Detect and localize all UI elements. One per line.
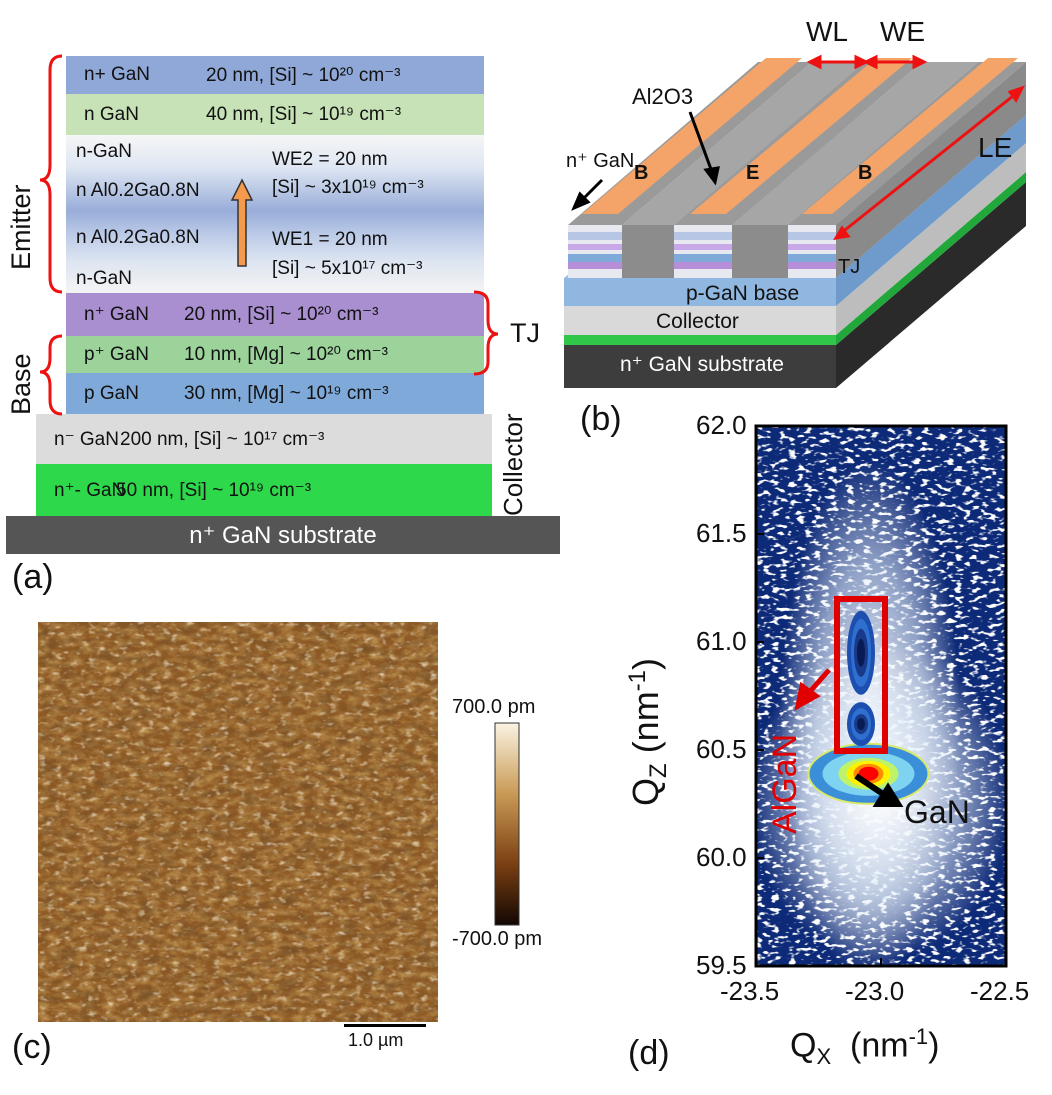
layer-spec: 30 nm, [Mg] ~ 10¹⁹ cm⁻³ — [184, 383, 389, 404]
layer-spec: 10 nm, [Mg] ~ 10²⁰ cm⁻³ — [184, 344, 389, 365]
we1-label: WE1 = 20 nm — [272, 229, 388, 250]
mesa-right — [788, 58, 1026, 278]
y-tick-label: 62.0 — [696, 410, 747, 440]
x-tick-label: -23.0 — [845, 976, 905, 1006]
tj-label-b: TJ — [838, 256, 861, 278]
algan-box — [834, 596, 888, 754]
layer-1: n GaN 40 nm, [Si] ~ 10¹⁹ cm⁻³ — [66, 94, 484, 135]
emitter-label: Emitter — [6, 184, 36, 270]
peak-algan-2 — [847, 702, 875, 747]
layer-spec: 40 nm, [Si] ~ 10¹⁹ cm⁻³ — [206, 104, 402, 125]
graded-algan1-label: n Al0.2Ga0.8N — [76, 227, 200, 249]
x-tick-label: -23.5 — [720, 976, 780, 1006]
we2-label: WE2 = 20 nm — [272, 149, 388, 170]
collector-label: Collector — [498, 413, 528, 516]
layer-name: n GaN — [84, 103, 139, 125]
pad-e: E — [746, 162, 760, 184]
layer-spec: 200 nm, [Si] ~ 10¹⁷ cm⁻³ — [120, 428, 325, 450]
substrate-label-b: n⁺ GaN substrate — [620, 353, 784, 376]
x-tick-label: -22.5 — [970, 976, 1030, 1006]
scale-bar-label: 1.0 µm — [348, 1030, 404, 1050]
algan2-text: n Al0.2Ga0.8N — [76, 180, 200, 201]
algan-label: AlGaN — [766, 733, 804, 834]
pad-b-left: B — [634, 162, 649, 184]
layer-3: p⁺ GaN 10 nm, [Mg] ~ 10²⁰ cm⁻³ — [66, 336, 484, 373]
panel-d-label: (d) — [628, 1034, 670, 1072]
wl-label: WL — [806, 16, 848, 48]
substrate-label: n⁺ GaN substrate — [189, 521, 377, 549]
base-label: Base — [6, 353, 36, 415]
we-label: WE — [880, 16, 925, 48]
gan-label: GaN — [904, 794, 970, 830]
layer-name: p GaN — [84, 382, 139, 404]
y-tick-label: 59.5 — [696, 950, 747, 980]
peak-algan-1 — [847, 610, 875, 695]
panel-c-label: (c) — [12, 1028, 52, 1066]
afm-image — [38, 622, 438, 1022]
colorbar-max: 700.0 pm — [452, 696, 536, 718]
layer-0: n+ GaN 20 nm, [Si] ~ 10²⁰ cm⁻³ — [66, 56, 484, 94]
afm-colorbar — [494, 722, 520, 926]
graded-algan2-label: n Al0.2Ga0.8N — [76, 180, 200, 202]
we1-doping: [Si] ~ 5x10¹⁷ cm⁻³ — [272, 258, 423, 279]
al2o3-label: Al2O3 — [632, 84, 694, 109]
panel-b: WL WE LE Al2O3 n⁺ GaN B E B TJ p-GaN bas… — [540, 0, 1052, 440]
pad-b-right: B — [858, 162, 873, 184]
y-tick-label: 60.5 — [696, 734, 747, 764]
layer-name: p⁺ GaN — [84, 344, 149, 365]
ngan-label: n⁺ GaN — [566, 150, 635, 172]
graded-bottom-label: n-GaN — [76, 268, 132, 289]
colorbar-min: -700.0 pm — [452, 928, 543, 950]
rsm-plot — [754, 424, 1008, 968]
mesa-middle — [674, 58, 922, 278]
we2-doping: [Si] ~ 3x10¹⁹ cm⁻³ — [272, 177, 424, 198]
up-arrow-icon — [230, 178, 254, 267]
base-label-b: p-GaN base — [686, 282, 800, 305]
layer-6: n⁺- GaN 50 nm, [Si] ~ 10¹⁹ cm⁻³ — [36, 464, 492, 516]
layer-2: n⁺ GaN 20 nm, [Si] ~ 10²⁰ cm⁻³ — [66, 293, 484, 336]
device-3d-schematic — [564, 54, 1026, 388]
rsm-ylabel: QZ (nm-1) — [624, 657, 673, 806]
graded-emitter — [66, 135, 484, 293]
le-label: LE — [978, 132, 1013, 163]
layer-name: n⁺- GaN — [54, 479, 126, 501]
wl-text: WL — [806, 16, 848, 47]
panel-a: n+ GaN 20 nm, [Si] ~ 10²⁰ cm⁻³ n GaN 40 nm,… — [0, 0, 560, 600]
y-tick-label: 60.0 — [696, 842, 747, 872]
tj-label: TJ — [510, 318, 540, 348]
we-text: WE — [880, 16, 926, 47]
substrate-layer: n⁺ GaN substrate — [6, 516, 560, 554]
rsm-xlabel: QX (nm-1) — [790, 1024, 940, 1070]
scale-bar — [344, 1024, 426, 1027]
panel-d: AlGaN GaN -23.5 -23.0 -22.5 62.0 61.5 61.0 60.… — [580, 410, 1052, 1095]
peak-gan-0 — [807, 742, 930, 805]
side-braces — [39, 54, 499, 416]
layer-4: p GaN 30 nm, [Mg] ~ 10¹⁹ cm⁻³ — [66, 373, 484, 414]
layer-name: n+ GaN — [84, 64, 151, 85]
y-tick-label: 61.5 — [696, 518, 747, 548]
layer-name: n⁻ GaN — [54, 428, 119, 450]
collector-label-b: Collector — [656, 310, 739, 333]
y-tick-label: 61.0 — [696, 626, 747, 656]
panel-b-label: (b) — [580, 400, 622, 438]
layer-spec: 20 nm, [Si] ~ 10²⁰ cm⁻³ — [206, 64, 401, 86]
layer-5: n⁻ GaN 200 nm, [Si] ~ 10¹⁷ cm⁻³ — [36, 414, 492, 464]
algan1-text: n Al0.2Ga0.8N — [76, 227, 200, 248]
layer-spec: 50 nm, [Si] ~ 10¹⁹ cm⁻³ — [116, 479, 312, 501]
panel-a-label: (a) — [12, 558, 54, 596]
graded-top-label: n-GaN — [76, 141, 132, 162]
panel-c: 700.0 pm -700.0 pm 1.0 µm (c) — [0, 610, 580, 1095]
layer-name: n⁺ GaN — [84, 304, 149, 325]
layer-spec: 20 nm, [Si] ~ 10²⁰ cm⁻³ — [184, 304, 379, 325]
